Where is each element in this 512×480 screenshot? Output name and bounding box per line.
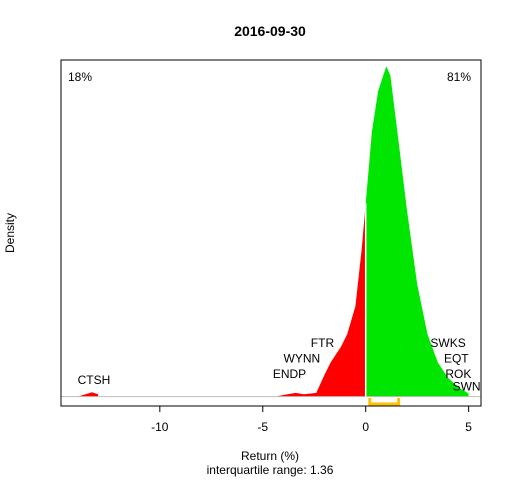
negative-density-area-0 xyxy=(77,392,99,397)
y-axis-label: Density xyxy=(3,213,17,253)
ticker-label-rok: ROK xyxy=(445,367,471,381)
plot-frame xyxy=(60,59,482,407)
ticker-label-eqt: EQT xyxy=(444,351,469,365)
iqr-bracket xyxy=(368,398,401,406)
ticker-label-ctsh: CTSH xyxy=(78,373,111,387)
x-tick-label: -10 xyxy=(151,420,169,434)
ticker-label-ftr: FTR xyxy=(311,336,335,350)
chart-title: 2016-09-30 xyxy=(234,23,306,39)
positive-density-area-0 xyxy=(365,66,469,397)
ticker-label-endp: ENDP xyxy=(273,367,306,381)
x-tick-label: -5 xyxy=(257,420,268,434)
ticker-label-swn: SWN xyxy=(453,379,481,393)
negative-percent-label: 18% xyxy=(68,70,92,84)
iqr-caption: interquartile range: 1.36 xyxy=(207,463,334,477)
positive-percent-label: 81% xyxy=(447,70,471,84)
x-axis-label: Return (%) xyxy=(241,449,299,463)
negative-density-area-1 xyxy=(104,203,366,397)
ticker-label-swks: SWKS xyxy=(430,336,465,350)
x-tick-label: 0 xyxy=(362,420,369,434)
ticker-label-wynn: WYNN xyxy=(284,351,321,365)
x-axis: -10 -5 0 5 xyxy=(151,406,472,434)
x-tick-label: 5 xyxy=(465,420,472,434)
